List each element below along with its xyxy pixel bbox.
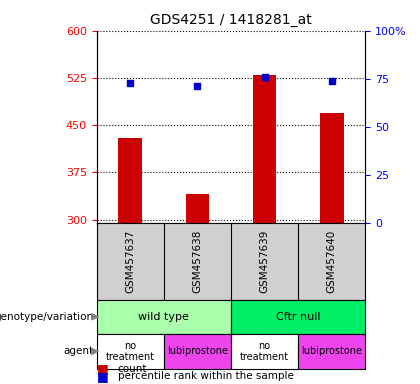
Bar [186, 194, 209, 223]
Bar [231, 334, 298, 369]
Text: wild type: wild type [138, 312, 189, 322]
Text: Cftr null: Cftr null [276, 312, 320, 322]
Point [194, 83, 201, 89]
Text: ■: ■ [97, 362, 108, 375]
Text: agent: agent [64, 346, 94, 356]
Text: GSM457640: GSM457640 [327, 230, 337, 293]
Point [261, 74, 268, 80]
Text: count: count [118, 364, 147, 374]
Text: no
treatment: no treatment [106, 341, 155, 362]
Text: genotype/variation: genotype/variation [0, 312, 94, 322]
Bar [231, 300, 365, 334]
Bar [253, 75, 276, 223]
Bar [298, 334, 365, 369]
Bar [118, 138, 142, 223]
Bar [320, 113, 344, 223]
Text: lubiprostone: lubiprostone [301, 346, 362, 356]
Point [328, 78, 335, 84]
Text: GSM457637: GSM457637 [125, 229, 135, 293]
Bar [164, 334, 231, 369]
Bar [97, 334, 164, 369]
Text: percentile rank within the sample: percentile rank within the sample [118, 371, 294, 381]
Point [127, 79, 134, 86]
Title: GDS4251 / 1418281_at: GDS4251 / 1418281_at [150, 13, 312, 27]
Text: GSM457638: GSM457638 [192, 229, 202, 293]
Text: no
treatment: no treatment [240, 341, 289, 362]
Text: lubiprostone: lubiprostone [167, 346, 228, 356]
Bar [97, 300, 231, 334]
Text: ■: ■ [97, 370, 108, 383]
Text: GSM457639: GSM457639 [260, 229, 270, 293]
